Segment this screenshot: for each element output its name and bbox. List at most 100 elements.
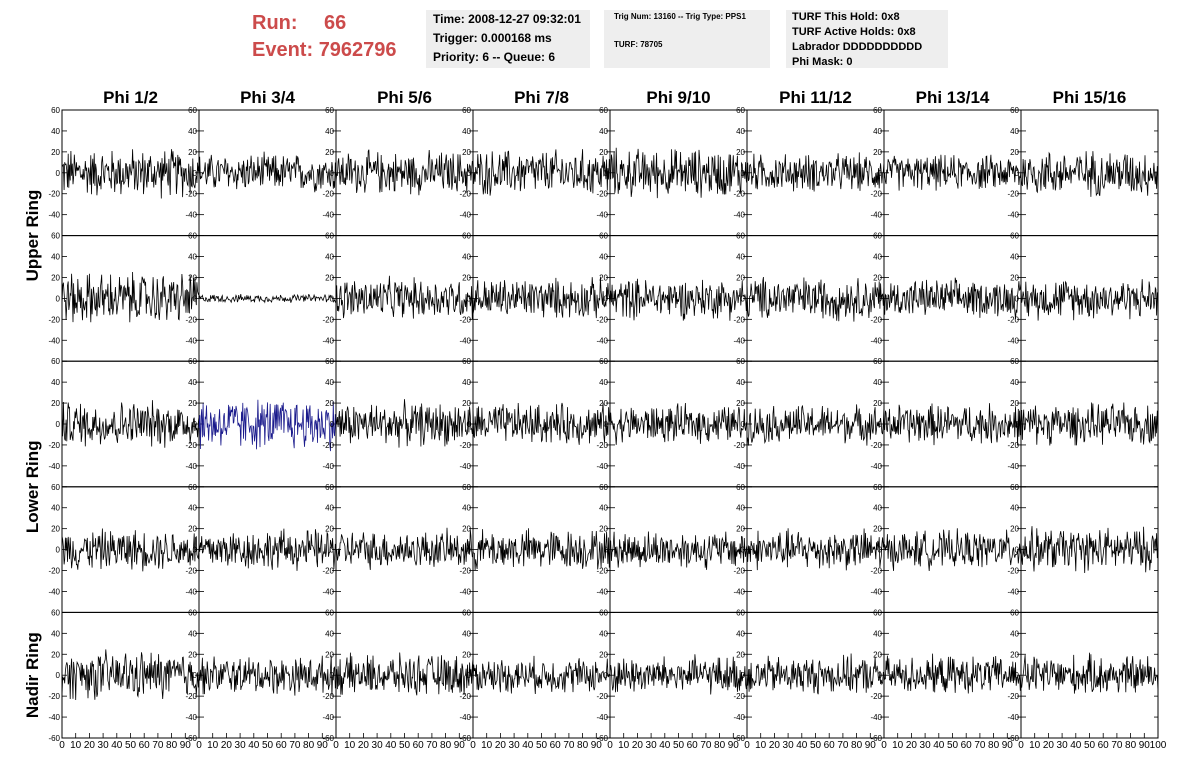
y-tick-label: 0 xyxy=(193,671,198,680)
y-tick-label: 0 xyxy=(878,671,883,680)
y-tick-label: 20 xyxy=(325,148,334,157)
y-tick-label: -20 xyxy=(733,441,745,450)
y-tick-label: -20 xyxy=(48,190,60,199)
waveform-trace xyxy=(198,655,337,696)
y-tick-label: -40 xyxy=(185,336,197,345)
time-info-box: Time: 2008-12-27 09:32:01 Trigger: 0.000… xyxy=(426,10,590,68)
x-tick-label: 10 xyxy=(1029,740,1041,751)
y-tick-label: 60 xyxy=(188,232,197,241)
y-tick-label: -40 xyxy=(48,336,60,345)
y-tick-label: -20 xyxy=(48,567,60,576)
y-tick-label: 60 xyxy=(599,608,608,617)
column-header: Phi 1/2 xyxy=(103,88,158,107)
y-tick-label: 0 xyxy=(467,294,472,303)
y-tick-label: -40 xyxy=(459,713,471,722)
panel-frame xyxy=(883,611,1022,739)
y-tick-label: 60 xyxy=(325,232,334,241)
column-header: Phi 11/12 xyxy=(779,88,852,107)
y-tick-label: 20 xyxy=(325,525,334,534)
y-tick-label: 60 xyxy=(599,483,608,492)
y-tick-label: 20 xyxy=(462,148,471,157)
x-tick-label: 0 xyxy=(607,740,613,751)
y-tick-label: 0 xyxy=(193,546,198,555)
y-tick-label: 60 xyxy=(1010,483,1019,492)
waveform-trace xyxy=(198,151,337,193)
y-tick-label: -60 xyxy=(185,734,197,743)
y-tick-label: 40 xyxy=(736,127,745,136)
y-tick-label: 60 xyxy=(873,608,882,617)
y-tick-label: 20 xyxy=(51,525,60,534)
y-tick-label: -20 xyxy=(459,315,471,324)
y-tick-label: 60 xyxy=(1010,106,1019,115)
turf-info-box: TURF This Hold: 0x8 TURF Active Holds: 0… xyxy=(786,10,948,68)
y-tick-label: 0 xyxy=(467,169,472,178)
y-tick-label: 0 xyxy=(193,294,198,303)
x-tick-label: 70 xyxy=(289,740,301,751)
x-tick-label: 50 xyxy=(947,740,959,751)
y-tick-label: 0 xyxy=(741,169,746,178)
y-tick-label: 20 xyxy=(873,525,882,534)
column-header: Phi 5/6 xyxy=(377,88,432,107)
y-tick-label: -40 xyxy=(48,713,60,722)
waveform-trace xyxy=(335,652,474,696)
y-tick-label: 60 xyxy=(462,106,471,115)
y-tick-label: 40 xyxy=(873,378,882,387)
y-tick-label: 0 xyxy=(604,420,609,429)
x-tick-label: 80 xyxy=(851,740,863,751)
y-tick-label: 20 xyxy=(188,399,197,408)
y-tick-label: 40 xyxy=(1010,253,1019,262)
waveform-trace xyxy=(472,402,611,445)
y-tick-label: -40 xyxy=(733,336,745,345)
x-tick-label: 50 xyxy=(1084,740,1096,751)
x-tick-label: 0 xyxy=(470,740,476,751)
y-tick-label: 40 xyxy=(51,127,60,136)
x-tick-label: 50 xyxy=(262,740,274,751)
x-tick-label: 30 xyxy=(372,740,384,751)
x-tick-label: 40 xyxy=(522,740,534,751)
y-tick-label: 40 xyxy=(325,378,334,387)
y-tick-label: -60 xyxy=(48,734,60,743)
y-tick-label: 60 xyxy=(599,232,608,241)
y-tick-label: 40 xyxy=(51,629,60,638)
y-tick-label: 40 xyxy=(736,504,745,513)
x-tick-label: 0 xyxy=(744,740,750,751)
x-tick-label: 90 xyxy=(317,740,329,751)
waveform-trace xyxy=(609,402,748,445)
waveform-trace xyxy=(609,531,748,570)
y-tick-label: 40 xyxy=(325,504,334,513)
trigger-info-box: Trig Num: 13160 -- Trig Type: PPS1 TURF:… xyxy=(604,10,770,68)
ring-label: Upper Ring xyxy=(23,190,42,282)
waveform-trace xyxy=(61,649,200,701)
x-tick-label: 70 xyxy=(563,740,575,751)
x-tick-label: 80 xyxy=(166,740,178,751)
y-tick-label: 60 xyxy=(1010,357,1019,366)
y-tick-label: 0 xyxy=(330,420,335,429)
y-tick-label: -60 xyxy=(322,734,334,743)
y-tick-label: 60 xyxy=(736,483,745,492)
y-tick-label: 40 xyxy=(188,253,197,262)
x-tick-label: 30 xyxy=(920,740,932,751)
y-tick-label: 40 xyxy=(462,253,471,262)
y-tick-label: -20 xyxy=(459,692,471,701)
y-tick-label: -40 xyxy=(48,587,60,596)
y-tick-label: -20 xyxy=(459,567,471,576)
y-tick-label: 20 xyxy=(599,650,608,659)
x-tick-label: 50 xyxy=(673,740,685,751)
y-tick-label: 0 xyxy=(741,294,746,303)
y-tick-label: -20 xyxy=(322,441,334,450)
column-header: Phi 9/10 xyxy=(646,88,710,107)
y-tick-label: 40 xyxy=(736,253,745,262)
x-tick-label: 80 xyxy=(714,740,726,751)
y-tick-label: -20 xyxy=(870,315,882,324)
waveform-trace xyxy=(1020,151,1159,197)
x-tick-label: 10 xyxy=(207,740,219,751)
y-tick-label: 0 xyxy=(604,169,609,178)
y-tick-label: 40 xyxy=(462,127,471,136)
y-tick-label: 40 xyxy=(462,629,471,638)
y-tick-label: 60 xyxy=(188,608,197,617)
y-tick-label: -40 xyxy=(459,587,471,596)
y-tick-label: -40 xyxy=(870,336,882,345)
waveform-trace xyxy=(472,149,611,196)
y-tick-label: -40 xyxy=(733,587,745,596)
x-tick-label: 70 xyxy=(974,740,986,751)
